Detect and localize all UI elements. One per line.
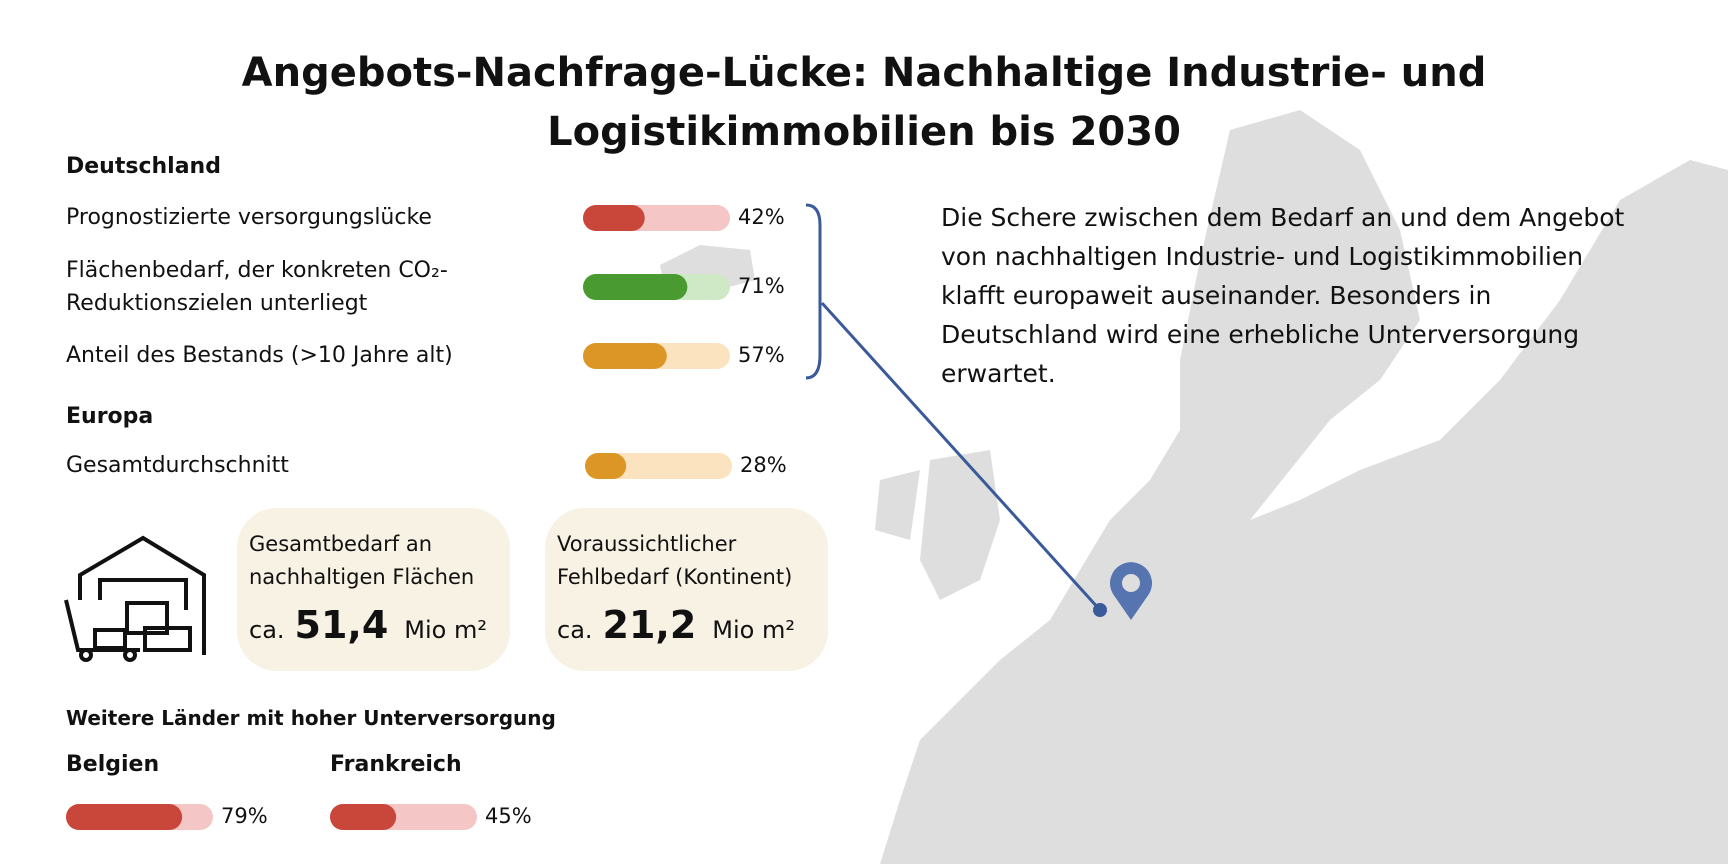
section-heading: Deutschland xyxy=(66,154,221,179)
title: Angebots-Nachfrage-Lücke: Nachhaltige In… xyxy=(241,50,1487,155)
connector-line xyxy=(820,301,1102,612)
bracket xyxy=(805,203,822,380)
value-label: 57% xyxy=(738,343,785,367)
card-amount: 21,2 xyxy=(602,603,697,647)
value-label: 28% xyxy=(740,453,787,477)
value-label: 42% xyxy=(738,205,785,229)
section-heading: Europa xyxy=(66,404,154,429)
summary-text: Die Schere zwischen dem Bedarf an und de… xyxy=(941,203,1625,388)
value-label: 45% xyxy=(485,804,532,828)
value-label: 79% xyxy=(221,804,268,828)
country-name: Frankreich xyxy=(330,752,462,777)
card-value-row: ca. 21,2 Mio m² xyxy=(557,606,795,644)
warehouse-icon xyxy=(64,535,206,662)
row-label: Flächenbedarf, der konkreten CO₂-Redukti… xyxy=(66,258,448,316)
bar xyxy=(583,343,667,369)
card-value-row: ca. 51,4 Mio m² xyxy=(249,606,487,644)
row-label: Gesamtdurchschnitt xyxy=(66,453,289,478)
stat-card xyxy=(237,508,510,671)
card-unit: Mio m² xyxy=(404,616,487,644)
connector-dot xyxy=(1093,603,1107,617)
bar xyxy=(583,205,645,231)
stat-card xyxy=(545,508,828,671)
section-heading: Weitere Länder mit hoher Unterversorgung xyxy=(66,706,556,730)
card-label: Gesamtbedarf an nachhaltigen Flächen xyxy=(249,532,475,589)
bar xyxy=(330,804,397,830)
bar xyxy=(585,453,627,479)
value-label: 71% xyxy=(738,274,785,298)
location-pin-hole xyxy=(1122,574,1140,592)
bar xyxy=(583,274,688,300)
card-prefix: ca. xyxy=(557,616,593,644)
card-prefix: ca. xyxy=(249,616,285,644)
row-label: Prognostizierte versorgungslücke xyxy=(66,205,432,230)
row-label: Anteil des Bestands (>10 Jahre alt) xyxy=(66,343,453,368)
card-label: Voraussichtlicher Fehlbedarf (Kontinent) xyxy=(557,532,793,589)
card-amount: 51,4 xyxy=(294,603,389,647)
bar xyxy=(66,804,183,830)
card-unit: Mio m² xyxy=(712,616,795,644)
connector xyxy=(805,203,1102,612)
country-name: Belgien xyxy=(66,752,160,777)
